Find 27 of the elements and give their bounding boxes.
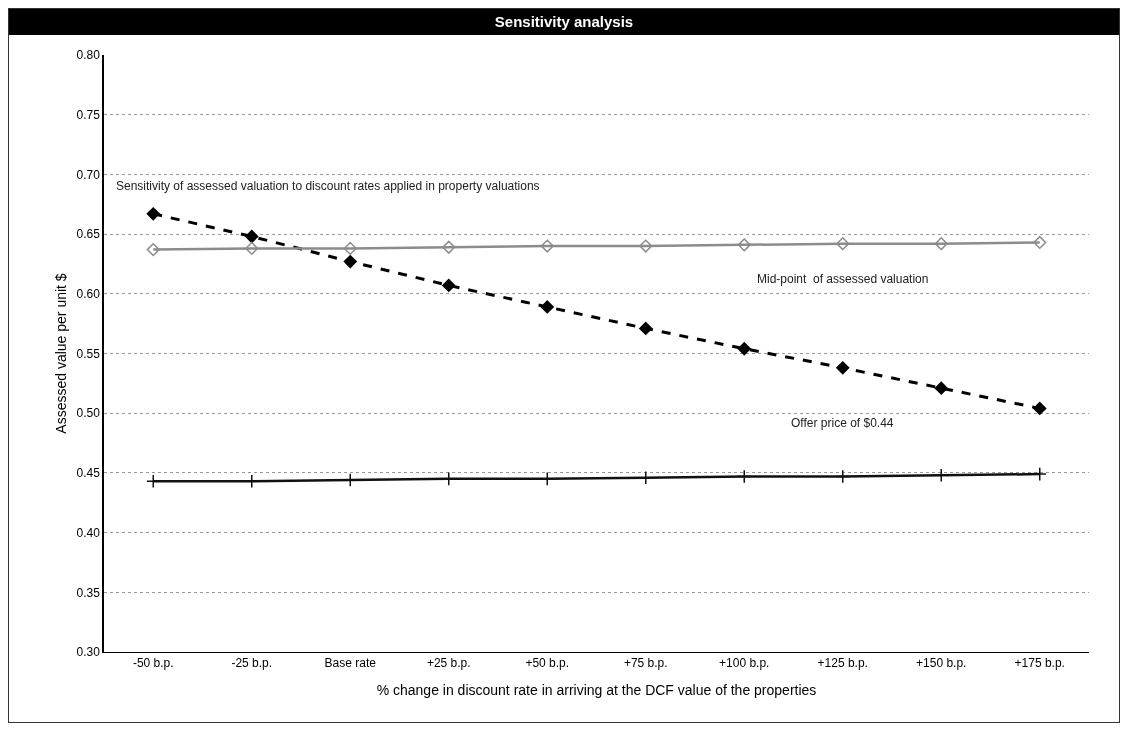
y-tick-label: 0.35 (76, 585, 101, 600)
x-tick-label: +75 b.p. (623, 656, 668, 671)
x-tick-label: +175 b.p. (1014, 656, 1065, 671)
x-tick-label: +150 b.p. (916, 656, 967, 671)
y-tick-label: 0.80 (76, 48, 101, 63)
annotation: Mid-point of assessed valuation (757, 272, 929, 286)
y-tick-label: 0.60 (76, 287, 101, 301)
y-tick-label: 0.45 (76, 466, 101, 481)
x-axis-title: % change in discount rate in arriving at the DCF value of the properties (376, 681, 817, 698)
x-tick-label: -25 b.p. (231, 656, 273, 671)
x-tick-label: +50 b.p. (525, 656, 570, 671)
x-tick-label: +125 b.p. (817, 656, 868, 671)
chart-title: Sensitivity analysis (9, 9, 1119, 35)
annotation: Offer price of $0.44 (791, 416, 894, 430)
y-tick-label: 0.55 (76, 346, 101, 361)
y-tick-label: 0.75 (76, 107, 101, 122)
y-tick-label: 0.40 (76, 525, 101, 540)
y-tick-label: 0.70 (76, 167, 101, 182)
x-tick-label: +100 b.p. (719, 656, 770, 671)
x-tick-label: -50 b.p. (132, 656, 174, 671)
y-axis-title: Assessed value per unit $ (52, 273, 69, 434)
x-tick-label: +25 b.p. (426, 656, 471, 671)
y-tick-label: 0.50 (76, 406, 101, 421)
annotation: Sensitivity of assessed valuation to discount rates applied in property valuations (116, 179, 540, 193)
x-tick-label: Base rate (324, 656, 377, 671)
y-tick-label: 0.30 (76, 645, 101, 660)
y-tick-label: 0.65 (76, 227, 101, 242)
